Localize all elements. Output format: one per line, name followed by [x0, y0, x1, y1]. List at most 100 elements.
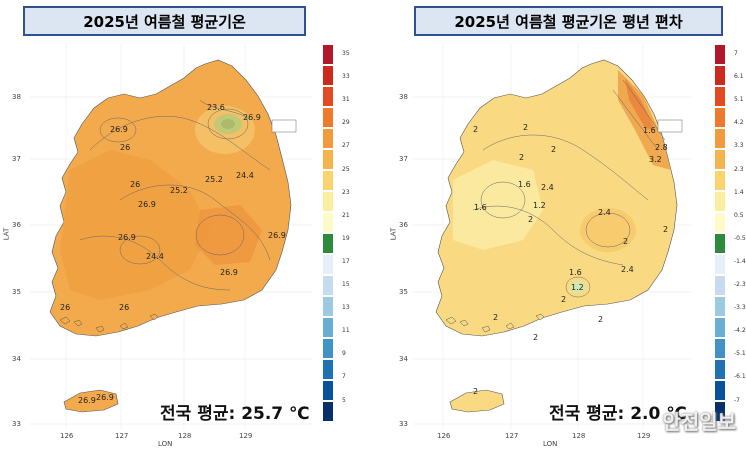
- contour-label: 26: [130, 180, 140, 189]
- colorbar-label: 2.3: [734, 165, 744, 173]
- contour-label: 2.8: [655, 143, 668, 152]
- contour-label: 2: [598, 315, 603, 324]
- national-average: 전국 평균: 2.0 ℃: [549, 404, 687, 424]
- colorbar-swatch: [714, 359, 726, 380]
- colorbar: 7 6.1 5.1 4.2 3.3 2.3 1.4 0.5 -0.5 -1.4 -2.3 -3.3 -4…: [714, 44, 746, 422]
- publisher-watermark: 안전일보: [662, 410, 736, 434]
- temperature-anomaly-map-panel: 2025년 여름철 평균기온 평년 편차 2 2: [373, 0, 746, 449]
- contour-label: 26.9: [78, 396, 96, 405]
- colorbar-swatch: [322, 86, 334, 107]
- x-tick: 129: [239, 432, 253, 440]
- y-tick: 36: [12, 221, 21, 229]
- contour-label: 2: [523, 123, 528, 132]
- colorbar-swatch: [714, 107, 726, 128]
- colorbar-label: 11: [342, 327, 350, 335]
- colorbar-swatch: [714, 170, 726, 191]
- colorbar-label: 15: [342, 281, 350, 288]
- colorbar-swatch: [322, 296, 334, 317]
- contour-label: 26.9: [138, 200, 156, 209]
- contour-label: 2: [561, 295, 566, 304]
- y-tick: 38: [12, 93, 21, 101]
- colorbar-label: 29: [342, 119, 350, 127]
- contour-label: 1.6: [569, 268, 582, 277]
- contour-label: 2.4: [541, 183, 554, 192]
- ulleung-marker: [657, 119, 683, 133]
- temperature-map: 23.6 26.9 26.9 26 25.2 24.4 26 25.2 26.9…: [30, 44, 312, 429]
- colorbar-label: 21: [342, 211, 350, 219]
- ulleung-marker: [271, 119, 297, 133]
- colorbar-label: 25: [342, 165, 350, 173]
- colorbar-swatch: [714, 401, 726, 422]
- colorbar-label: 7: [342, 373, 346, 381]
- colorbar-label: -6.1: [734, 373, 746, 381]
- colorbar-swatch: [714, 128, 726, 149]
- warm-center-zone: [580, 208, 636, 252]
- contour-label: 26: [60, 303, 70, 312]
- x-axis-label: LON: [158, 440, 173, 448]
- contour-label: 2: [519, 153, 524, 162]
- contour-label: 25.2: [170, 186, 188, 195]
- contour-label: 26.9: [110, 125, 128, 134]
- colorbar-swatch: [714, 317, 726, 338]
- y-tick: 34: [399, 355, 408, 363]
- colorbar-swatch: [322, 65, 334, 86]
- contour-label: 26.9: [243, 113, 261, 122]
- contour-label: 2: [473, 387, 478, 396]
- colorbar-label: -3.3: [734, 304, 746, 312]
- colorbar-label: 35: [342, 50, 350, 57]
- x-axis-label: LON: [543, 440, 558, 448]
- colorbar-label: 6.1: [734, 73, 744, 81]
- colorbar-label: 19: [342, 234, 350, 242]
- colorbar-swatch: [322, 212, 334, 233]
- colorbar-swatch: [322, 149, 334, 170]
- x-tick: 127: [115, 432, 129, 440]
- colorbar-swatch: [714, 338, 726, 359]
- y-tick: 35: [12, 288, 21, 296]
- y-tick: 37: [12, 155, 21, 163]
- contour-label: 2: [663, 225, 668, 234]
- colorbar-label: -0.5: [734, 234, 746, 242]
- contour-label: 26.9: [96, 393, 114, 402]
- colorbar-label: 9: [342, 350, 346, 358]
- colorbar-label: 5.1: [734, 96, 744, 104]
- colorbar-swatch: [322, 317, 334, 338]
- contour-label: 26.9: [268, 231, 286, 240]
- x-tick: 128: [178, 432, 192, 440]
- colorbar-label: 17: [342, 257, 350, 265]
- pale-zone: [453, 160, 543, 250]
- colorbar-label: 3.3: [734, 142, 744, 150]
- colorbar-label: 31: [342, 96, 350, 104]
- colorbar-swatch: [714, 191, 726, 212]
- colorbar-swatch: [714, 212, 726, 233]
- y-tick: 33: [399, 420, 408, 428]
- contours: [79, 99, 271, 291]
- jeju-island: [63, 389, 119, 413]
- x-tick: 126: [60, 432, 74, 440]
- colorbar-swatch: [322, 380, 334, 401]
- contour-label: 2: [551, 145, 556, 154]
- colorbar-swatch: [714, 254, 726, 275]
- x-tick: 129: [637, 432, 651, 440]
- y-axis-label: LAT: [389, 227, 398, 241]
- y-tick: 38: [399, 93, 408, 101]
- colorbar-swatch: [714, 86, 726, 107]
- colorbar-swatch: [322, 338, 334, 359]
- y-tick: 36: [399, 221, 408, 229]
- colorbar-label: 33: [342, 73, 350, 81]
- contour-label: 26.9: [118, 233, 136, 242]
- colorbar-label: 1.4: [734, 188, 744, 196]
- contour-label: 2.4: [598, 208, 611, 217]
- y-tick: 33: [12, 420, 21, 428]
- contour-label: 2.4: [621, 265, 634, 274]
- colorbar-swatch: [322, 401, 334, 422]
- map-title: 2025년 여름철 평균기온: [23, 6, 306, 36]
- colorbar: 35 33 31 29 27 25 23 21 19 17 15 13 11 9 7 5: [322, 44, 350, 422]
- colorbar-label: 0.5: [734, 211, 744, 219]
- contour-label: 24.4: [146, 252, 164, 261]
- contour-label: 1.6: [643, 126, 656, 135]
- x-tick: 126: [437, 432, 451, 440]
- anomaly-map: 2 2 2 2 1.6 2.4 1.6 1.2 2 2.4 2.4 2 2 1.…: [413, 44, 691, 429]
- colorbar-label: 4.2: [734, 119, 744, 127]
- contour-label: 23.6: [207, 103, 225, 112]
- colorbar-swatch: [322, 254, 334, 275]
